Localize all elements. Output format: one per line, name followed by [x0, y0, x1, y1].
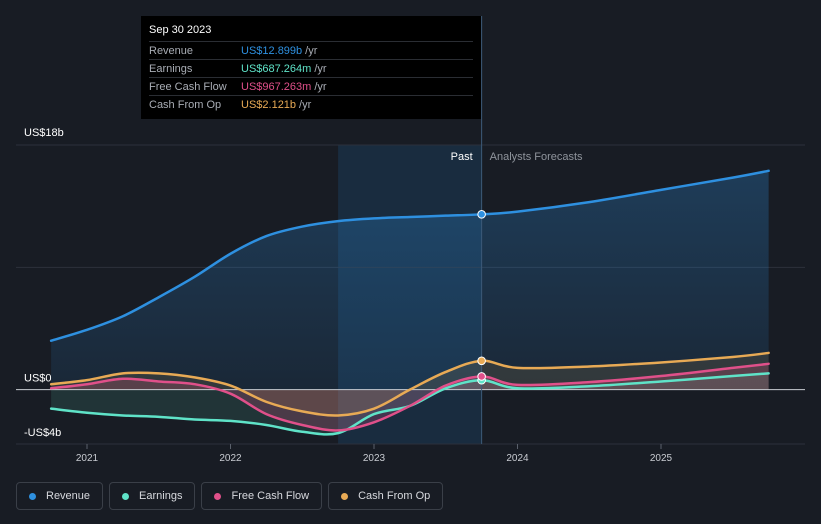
earnings-line: [49, 372, 770, 436]
tooltip-row-earnings: Earnings US$687.264m/yr: [149, 59, 473, 77]
legend-label: Cash From Op: [358, 490, 431, 502]
x-tick-label-2022: 2022: [219, 453, 242, 464]
x-tick-label-2021: 2021: [76, 453, 99, 464]
revenue-area: [51, 170, 769, 390]
earnings-area: [51, 373, 769, 435]
legend-dot-icon: [29, 492, 36, 500]
y-axis-label-bottom: -US$4b: [24, 427, 61, 439]
free-cash-flow-area: [51, 363, 769, 431]
tooltip-unit: /yr: [305, 44, 318, 57]
legend-label: Free Cash Flow: [231, 490, 310, 502]
x-tick-label-2023: 2023: [363, 453, 386, 464]
tooltip-label: Free Cash Flow: [149, 80, 227, 93]
forecast-label: Analysts Forecasts: [490, 151, 583, 163]
legend-item-free-cash-flow[interactable]: Free Cash Flow: [201, 482, 323, 510]
tooltip-unit: /yr: [314, 62, 327, 75]
tooltip-row-free-cash-flow: Free Cash Flow US$967.263m/yr: [149, 77, 473, 95]
past-label: Past: [451, 151, 473, 163]
x-tick-label-2024: 2024: [506, 453, 529, 464]
y-axis-label-zero: US$0: [24, 373, 52, 385]
legend-item-cash-from-op[interactable]: Cash From Op: [328, 482, 444, 510]
tooltip-label: Cash From Op: [149, 98, 222, 111]
y-axis-label-top: US$18b: [24, 127, 64, 139]
tooltip-label: Earnings: [149, 62, 193, 75]
revenue-line: [49, 169, 770, 342]
cash-from-op-line: [49, 351, 770, 417]
tooltip-value: US$12.899b: [241, 44, 303, 57]
tooltip-row-revenue: Revenue US$12.899b/yr: [149, 41, 473, 59]
tooltip-value: US$687.264m: [241, 62, 312, 75]
legend: Revenue Earnings Free Cash Flow Cash From O…: [16, 482, 444, 510]
x-tick-label-2025: 2025: [650, 453, 673, 464]
tooltip-date: Sep 30 2023: [149, 24, 212, 36]
legend-item-earnings[interactable]: Earnings: [109, 482, 196, 510]
tooltip-value: US$967.263m: [241, 80, 312, 93]
legend-dot-icon: [214, 492, 222, 500]
legend-dot-icon: [341, 492, 349, 500]
free-cash-flow-marker[interactable]: [477, 372, 486, 381]
legend-label: Revenue: [46, 490, 91, 502]
tooltip-label: Revenue: [149, 44, 194, 57]
tooltip-row-cash-from-op: Cash From Op US$2.121b/yr: [149, 95, 473, 113]
revenue-marker[interactable]: [477, 210, 486, 219]
tooltip-value: US$2.121b: [241, 98, 297, 111]
tooltip-unit: /yr: [299, 98, 312, 111]
cash-from-op-area: [51, 352, 769, 416]
tooltip-unit: /yr: [314, 80, 327, 93]
tooltip: Sep 30 2023 Revenue US$12.899b/yr Earnings…: [141, 16, 481, 119]
cash-from-op-marker[interactable]: [477, 356, 486, 366]
free-cash-flow-line: [49, 362, 770, 432]
legend-dot-icon: [122, 492, 130, 500]
legend-label: Earnings: [139, 490, 183, 502]
legend-item-revenue[interactable]: Revenue: [16, 482, 104, 510]
